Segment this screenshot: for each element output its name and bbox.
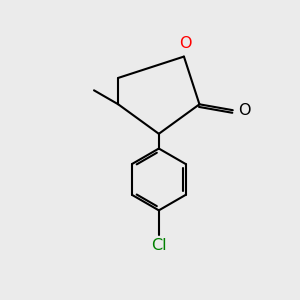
Text: Cl: Cl [151,238,167,253]
Text: O: O [179,36,192,51]
Text: O: O [238,103,250,118]
